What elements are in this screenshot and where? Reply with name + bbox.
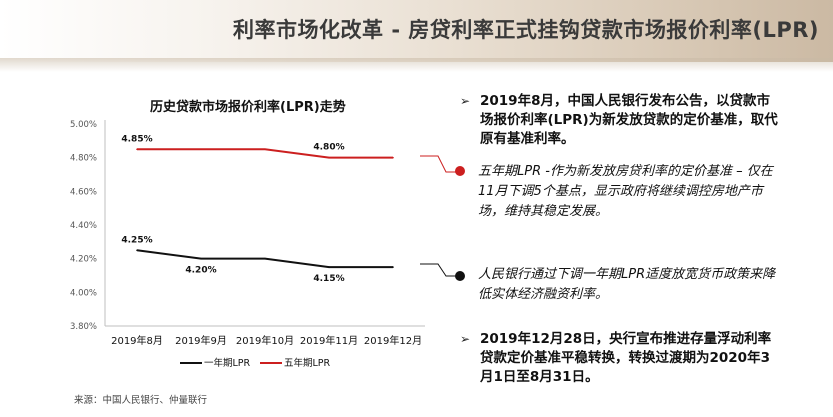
arrow-bullet-icon: ➢: [460, 94, 471, 108]
x-tick-label: 2019年11月: [300, 334, 358, 347]
data-label: 4.15%: [313, 274, 344, 284]
bullet-lpr-announcement: ➢ 2019年8月，中国人民银行发布公告，以贷款市场报价利率(LPR)为新发放贷…: [460, 92, 780, 149]
data-point: [392, 266, 394, 268]
x-tick-label: 2019年12月: [364, 334, 422, 347]
bullet-text: 2019年12月28日，央行宣布推进存量浮动利率贷款定价基准平稳转换，转换过渡期…: [480, 331, 772, 385]
data-point: [136, 249, 138, 252]
data-point: [392, 156, 394, 159]
bullet-benchmark-transition: ➢ 2019年12月28日，央行宣布推进存量浮动利率贷款定价基准平稳转换，转换过…: [460, 330, 780, 387]
note-one-year-lpr: 人民银行通过下调一年期LPR适度放宽货币政策来降低实体经济融资利率。: [478, 267, 776, 302]
bullet-text: 2019年8月，中国人民银行发布公告，以贷款市场报价利率(LPR)为新发放贷款的…: [480, 93, 778, 147]
data-point: [328, 156, 330, 159]
data-label: 4.85%: [121, 134, 152, 144]
red-marker-dot: [455, 166, 465, 176]
y-tick-label: 4.00%: [70, 288, 97, 298]
arrow-bullet-icon: ➢: [460, 332, 471, 346]
page-title: 利率市场化改革 - 房贷利率正式挂钩贷款市场报价利率(LPR): [233, 18, 819, 42]
data-point: [200, 257, 202, 260]
data-point: [328, 266, 330, 268]
lpr-line-chart: 5.00% 4.80% 4.60% 4.40% 4.20% 4.00% 3.80% 2019年…: [70, 120, 425, 369]
data-label: 4.80%: [313, 143, 344, 153]
data-point: [200, 148, 202, 151]
data-label: 4.20%: [185, 266, 216, 276]
y-tick-label: 3.80%: [70, 322, 97, 332]
source-note: 来源：中国人民银行、仲量联行: [74, 395, 208, 406]
y-tick-label: 4.80%: [70, 154, 97, 164]
data-label: 4.25%: [121, 235, 152, 245]
legend-label: 五年期LPR: [284, 357, 331, 369]
note-five-year-lpr: 五年期LPR -作为新发放房贷利率的定价基准 – 仅在11月下调5个基点，显示政…: [478, 164, 773, 219]
black-connector: [420, 263, 460, 277]
legend-label: 一年期LPR: [204, 357, 251, 369]
data-point: [136, 148, 138, 151]
y-tick-label: 4.60%: [70, 187, 97, 197]
x-tick-label: 2019年8月: [111, 334, 163, 347]
y-tick-label: 4.40%: [70, 221, 97, 231]
red-connector: [420, 155, 460, 173]
header-band: 利率市场化改革 - 房贷利率正式挂钩贷款市场报价利率(LPR): [0, 0, 833, 72]
black-marker-dot: [455, 271, 465, 281]
y-tick-label: 4.20%: [70, 255, 97, 265]
y-tick-label: 5.00%: [70, 120, 97, 130]
chart-title: 历史贷款市场报价利率(LPR)走势: [150, 100, 346, 115]
data-point: [264, 148, 266, 151]
series-line-five-year: [137, 148, 393, 159]
data-point: [264, 257, 266, 260]
x-tick-label: 2019年9月: [175, 334, 227, 347]
x-tick-label: 2019年10月: [236, 334, 294, 347]
